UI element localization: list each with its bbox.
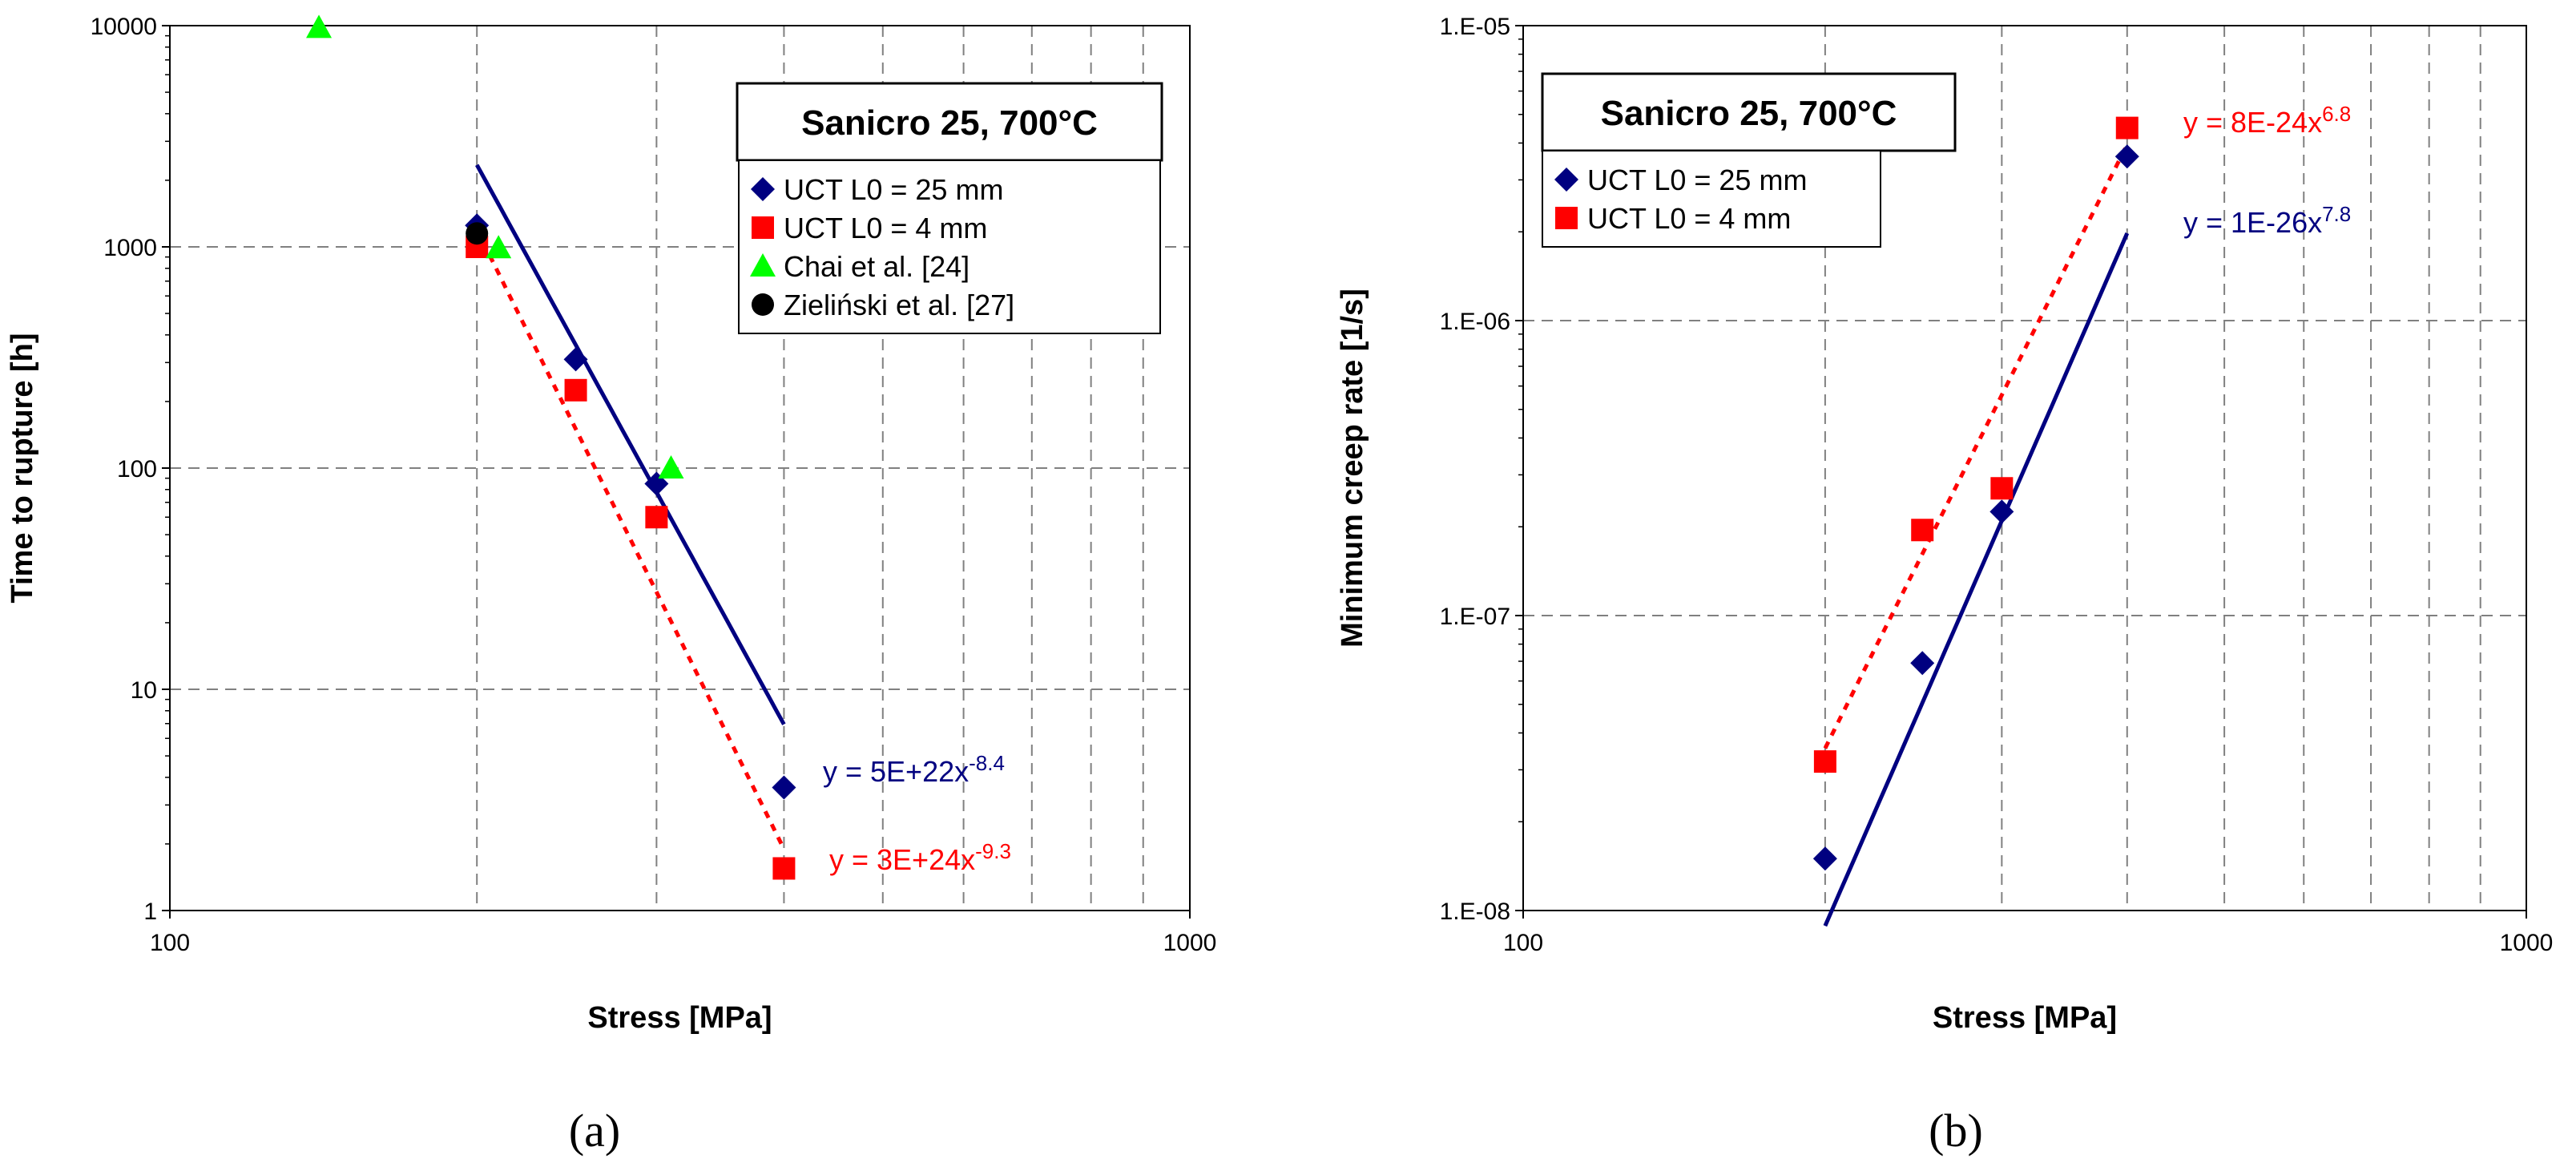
legend-marker (1555, 207, 1578, 229)
fit-equation: y = 1E-26x7.8 (2183, 202, 2351, 239)
figure-caption: (a) (569, 1104, 620, 1157)
data-point (1813, 750, 1836, 773)
legend-marker (751, 177, 775, 201)
data-point (1990, 477, 2014, 500)
fit-equation-exponent: -9.3 (975, 839, 1011, 863)
y-tick-label: 100 (117, 456, 157, 483)
fit-line-uct-l0-25-mm (475, 164, 786, 725)
legend-title-box (1541, 72, 1957, 152)
fit-line-uct-l0-4-mm (1823, 143, 2130, 749)
fit-equation: y = 5E+22x-8.4 (823, 751, 1005, 788)
data-point (2114, 144, 2139, 169)
chart-b: 1.E-08 1.E-07 1.E-06 1.E-05 100 1000 Stress [M… (1336, 14, 2553, 1157)
data-point (563, 347, 588, 372)
data-point (772, 775, 796, 800)
legend-entry: Zieliński et al. [27] (784, 289, 1014, 321)
fit-equation-base: y = 1E-26x (2183, 206, 2322, 239)
data-point (645, 506, 668, 529)
chart-a: 1 10 100 1000 10000 100 1000 Stress [MPa] Time t… (6, 14, 1216, 1157)
legend-marker (750, 253, 776, 277)
data-point (1910, 651, 1935, 676)
fit-equation: y = 3E+24x-9.3 (829, 839, 1011, 876)
fit-equation-base: y = 5E+22x (823, 755, 969, 788)
fit-equation-exponent: 6.8 (2322, 102, 2351, 126)
legend-entry: UCT L0 = 25 mm (1587, 164, 1807, 196)
y-tick-label: 1.E-07 (1440, 604, 1510, 630)
data-point (1812, 846, 1837, 871)
y-tick-label: 10 (131, 677, 157, 704)
legend-box (738, 160, 1161, 334)
legend-marker (752, 216, 774, 239)
legend-marker (752, 293, 774, 316)
x-tick-label: 1000 (1163, 930, 1217, 956)
data-point (658, 455, 684, 479)
y-tick-label: 10000 (91, 14, 157, 40)
y-tick-label: 1.E-08 (1440, 898, 1510, 925)
fit-line-uct-l0-4-mm (474, 228, 786, 850)
legend-entry: UCT L0 = 4 mm (784, 212, 987, 244)
chart-title: Sanicro 25, 700°C (801, 103, 1098, 143)
series-zieli-ski-et-al-27 (466, 222, 489, 245)
legend-box (1542, 150, 1881, 248)
legend-entry: UCT L0 = 4 mm (1587, 202, 1791, 235)
y-axis-title: Minimum creep rate [1/s] (1336, 289, 1369, 648)
x-tick-label: 100 (150, 930, 190, 956)
legend-entry: UCT L0 = 25 mm (784, 173, 1003, 206)
y-tick-label: 1 (143, 898, 157, 925)
data-point (486, 235, 512, 259)
fit-equation-exponent: -8.4 (969, 751, 1005, 775)
fit-equation-base: y = 8E-24x (2183, 106, 2322, 139)
legend-marker (1554, 168, 1578, 192)
fit-line-uct-l0-25-mm (1823, 232, 2130, 927)
x-axis-title: Stress [MPa] (587, 1001, 772, 1035)
figure-caption: (b) (1929, 1104, 1983, 1157)
data-point (1911, 519, 1934, 542)
plot-frame (1522, 25, 2527, 911)
fit-equation: y = 8E-24x6.8 (2183, 102, 2351, 139)
y-tick-label: 1.E-06 (1440, 309, 1510, 335)
x-tick-label: 100 (1503, 930, 1543, 956)
y-tick-label: 1.E-05 (1440, 14, 1510, 40)
legend-title-box (736, 82, 1163, 162)
y-tick-label: 1000 (103, 235, 157, 261)
chart-title: Sanicro 25, 700°C (1601, 94, 1897, 133)
legend: Sanicro 25, 700°C UCT L0 = 25 mm UCT L0 = … (736, 82, 1163, 334)
x-axis-title: Stress [MPa] (1933, 1001, 2117, 1035)
legend: Sanicro 25, 700°C UCT L0 = 25 mm UCT L0 = … (1541, 72, 1957, 248)
fit-equation-base: y = 3E+24x (829, 843, 975, 876)
series-uct-l0-25-mm (1812, 144, 2139, 871)
series-chai-et-al-24 (306, 14, 684, 479)
y-axis-title: Time to rupture [h] (6, 333, 39, 603)
series-uct-l0-4-mm (1813, 116, 2139, 773)
data-point (2115, 116, 2139, 139)
data-point (306, 14, 333, 38)
series-uct-l0-4-mm (466, 236, 796, 880)
fit-equation-exponent: 7.8 (2322, 202, 2351, 226)
data-point (466, 222, 489, 245)
data-point (1989, 499, 2014, 524)
data-point (564, 378, 587, 402)
data-point (772, 857, 796, 880)
legend-entry: Chai et al. [24] (784, 250, 970, 283)
x-tick-label: 1000 (2500, 930, 2554, 956)
